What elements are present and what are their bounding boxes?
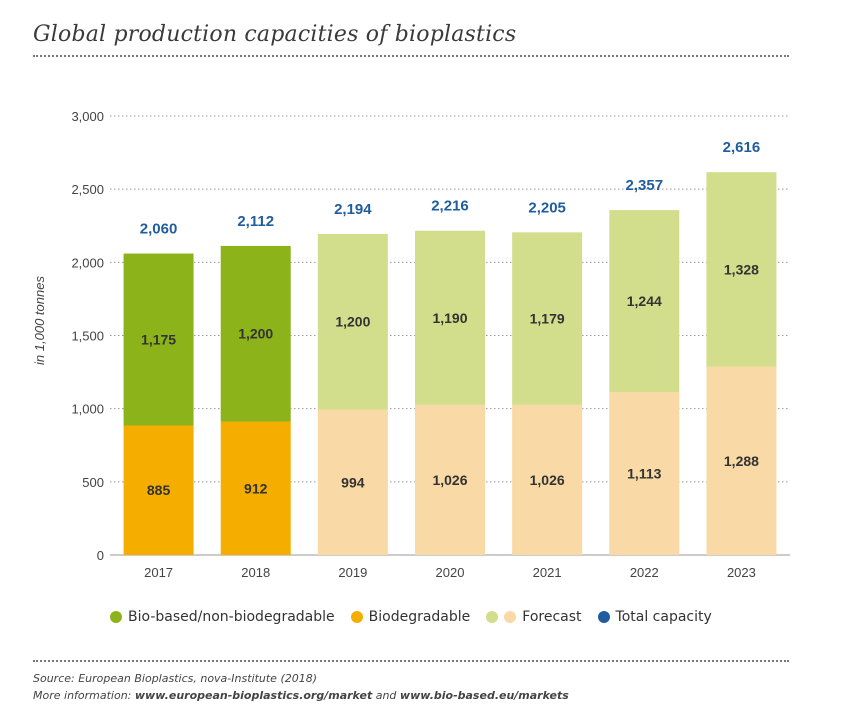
bar-value-label-bio-based: 1,328: [724, 261, 759, 277]
y-tick-label: 3,000: [71, 109, 104, 124]
and-text: and: [372, 689, 400, 702]
legend-dot-bio-based-icon: [110, 611, 122, 623]
legend-label: Total capacity: [615, 609, 712, 625]
bar-value-label-biodegradable: 994: [341, 474, 365, 490]
bar-value-label-bio-based: 1,244: [627, 293, 662, 309]
bar-value-label-biodegradable: 1,026: [432, 472, 467, 488]
x-tick-label: 2017: [144, 565, 173, 580]
legend-item-total-capacity: Total capacity: [597, 609, 712, 625]
bar-value-label-biodegradable: 1,288: [724, 453, 759, 469]
total-capacity-label: 2,194: [334, 201, 372, 218]
bar-bio-based: [220, 245, 291, 422]
bar-bio-based: [706, 172, 777, 367]
bar-biodegradable: [415, 404, 485, 555]
bar-value-label-biodegradable: 885: [147, 482, 171, 498]
total-capacity-label: 2,112: [237, 213, 274, 230]
legend-dot-forecast-icon: [486, 611, 499, 623]
legend-item-bio-based: Bio-based/non-biodegradable: [110, 609, 335, 625]
bar-biodegradable: [317, 409, 388, 555]
x-tick-label: 2020: [436, 565, 465, 580]
legend-dot-forecast-2-icon: [504, 611, 517, 623]
legend-dot-total-icon: [597, 611, 610, 623]
bar-value-label-biodegradable: 912: [244, 480, 268, 496]
bar-value-label-biodegradable: 1,026: [530, 472, 565, 488]
bar-bio-based: [123, 253, 194, 426]
total-capacity-label: 2,616: [723, 139, 761, 156]
bar-bio-based: [609, 210, 680, 393]
source-note: Source: European Bioplastics, nova-Insti…: [33, 670, 569, 704]
bar-value-label-biodegradable: 1,113: [627, 466, 661, 482]
x-tick-label: 2023: [727, 565, 756, 580]
bar-biodegradable: [706, 366, 777, 555]
y-tick-label: 2,500: [71, 182, 104, 197]
x-tick-label: 2018: [241, 565, 270, 580]
bar-value-label-bio-based: 1,200: [238, 326, 273, 342]
source-line: Source: European Bioplastics, nova-Insti…: [33, 672, 318, 685]
link-european-bioplastics[interactable]: www.european-bioplastics.org/market: [134, 689, 373, 702]
legend-dot-biodegradable-icon: [350, 611, 363, 623]
legend-label: Forecast: [522, 609, 582, 625]
total-capacity-label: 2,205: [528, 199, 566, 216]
bar-biodegradable: [123, 425, 194, 555]
chart-title: Global production capacities of bioplast…: [33, 22, 517, 47]
top-divider: [33, 55, 789, 57]
y-tick-label: 1,500: [71, 329, 104, 344]
total-capacity-label: 2,060: [140, 221, 178, 238]
more-info-line: More information: www.european-bioplasti…: [33, 687, 569, 704]
y-tick-label: 0: [97, 548, 104, 563]
bar-value-label-bio-based: 1,190: [432, 310, 467, 326]
total-capacity-label: 2,216: [431, 198, 469, 215]
bar-value-label-bio-based: 1,175: [141, 332, 176, 348]
legend-label: Bio-based/non-biodegradable: [128, 609, 335, 625]
bar-value-label-bio-based: 1,200: [335, 314, 370, 330]
y-tick-label: 2,000: [71, 255, 104, 270]
x-tick-label: 2021: [533, 565, 562, 580]
bar-bio-based: [317, 233, 388, 410]
legend-item-forecast: Forecast: [486, 609, 582, 625]
x-tick-label: 2022: [630, 565, 659, 580]
total-capacity-label: 2,357: [626, 177, 664, 194]
bar-biodegradable: [609, 392, 680, 555]
bar-value-label-bio-based: 1,179: [530, 311, 565, 327]
y-axis-label: in 1,000 tonnes: [32, 276, 47, 365]
legend-label: Biodegradable: [368, 609, 471, 625]
bottom-divider: [33, 660, 789, 662]
legend-item-biodegradable: Biodegradable: [350, 609, 471, 625]
y-tick-label: 1,000: [71, 402, 104, 417]
x-tick-label: 2019: [338, 565, 367, 580]
more-info-prefix: More information:: [33, 689, 135, 702]
stacked-bar-chart: 0 500 1,000 1,500 2,000 2,500 3,000 in 1,000 to…: [32, 109, 790, 580]
bar-biodegradable: [220, 421, 291, 555]
link-bio-based[interactable]: www.bio-based.eu/markets: [399, 689, 569, 702]
bar-biodegradable: [512, 404, 583, 555]
bar-bio-based: [512, 232, 583, 405]
chart-legend: Bio-based/non-biodegradable Biodegradabl…: [110, 609, 728, 625]
y-tick-label: 500: [82, 475, 104, 490]
bar-bio-based: [415, 230, 485, 405]
